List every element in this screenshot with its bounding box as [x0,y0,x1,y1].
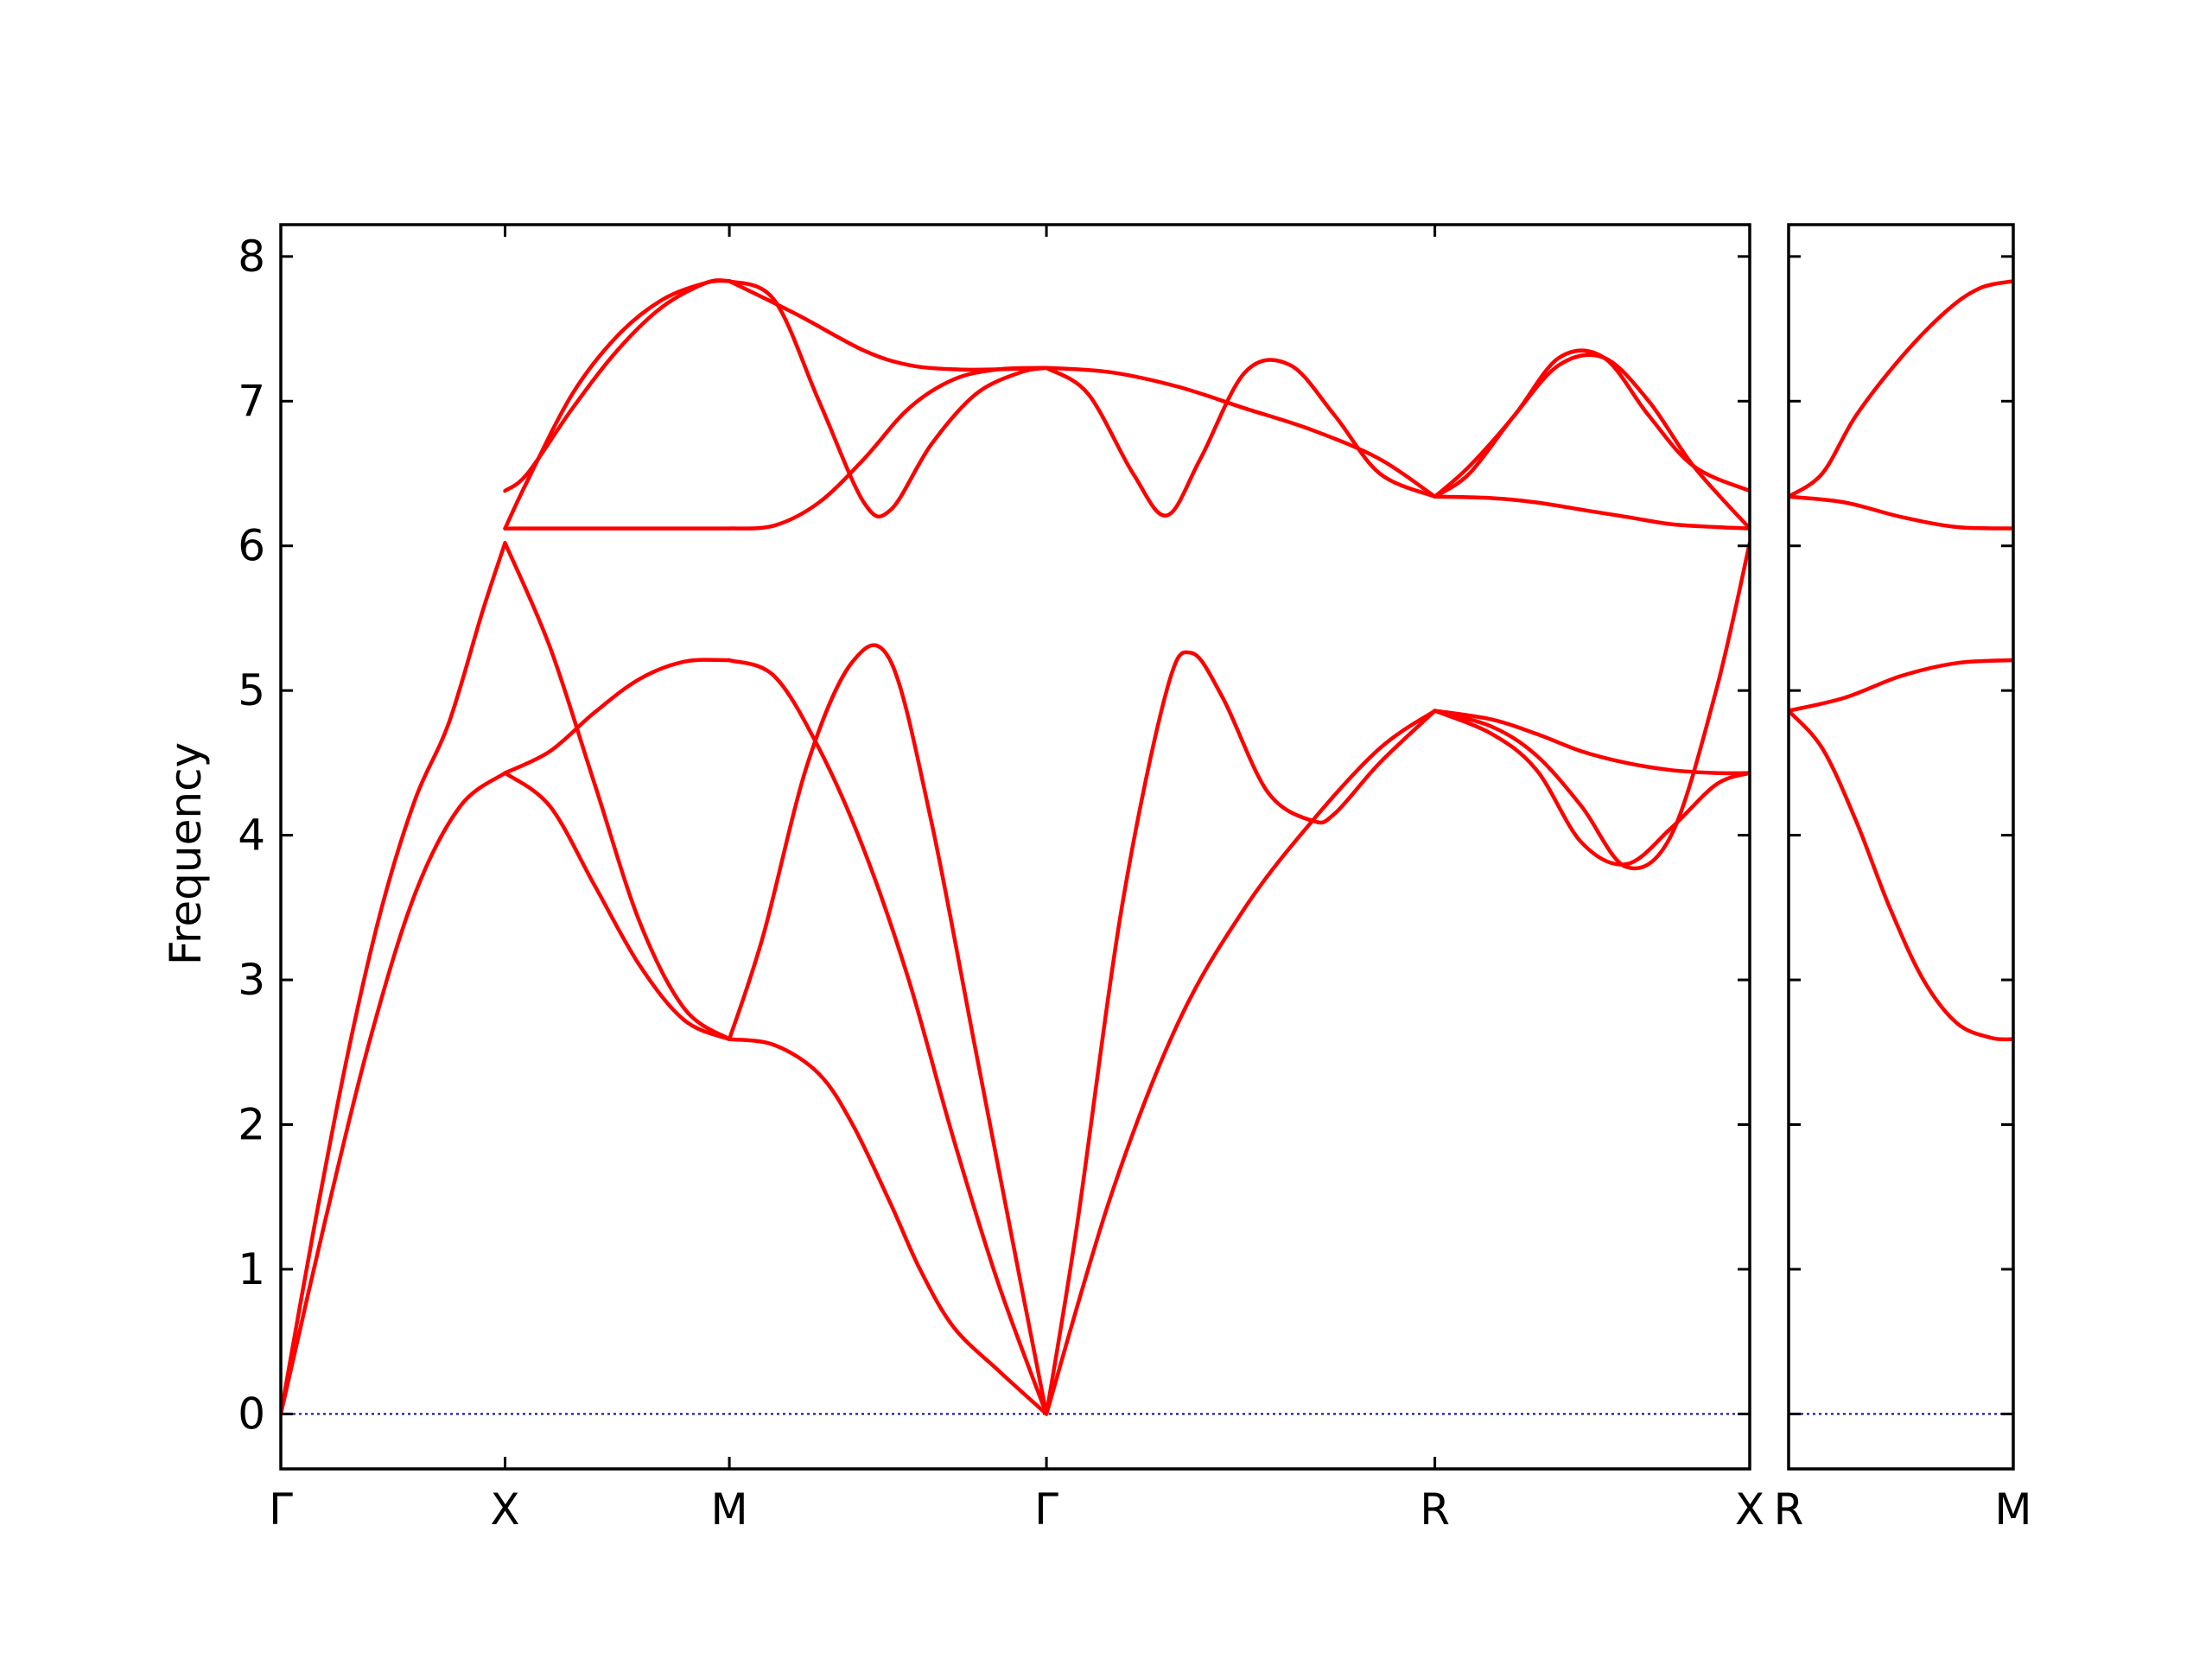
x-tick-label: Γ [1034,1484,1058,1535]
band-right-1 [1789,279,2013,499]
band-main-20 [1433,541,1750,871]
x-tick-label: X [490,1484,519,1535]
band-main-8 [503,278,732,493]
y-tick-label: 4 [238,810,265,861]
band-main-7 [503,278,732,531]
band-main-2 [281,771,507,1416]
x-tick-label: Γ [269,1484,293,1535]
right-frame [1787,223,2015,1471]
y-tick-label: 8 [238,232,265,282]
band-main-22 [1433,494,1750,531]
band-right-4 [1789,709,2013,1042]
band-main-16 [1044,709,1437,1416]
main-frame [279,223,1751,1471]
band-main-1 [281,541,507,1416]
band-main-12 [727,365,1049,531]
band-main-5 [503,658,732,775]
band-main-17 [1044,358,1437,518]
band-main-21 [1433,709,1750,776]
band-right-3 [1789,658,2013,713]
x-tick-label: X [1735,1484,1764,1535]
band-main-19 [1433,709,1750,867]
band-main-13 [727,279,1049,372]
x-tick-label: R [1774,1484,1804,1535]
y-axis-label: Frequency [161,742,211,965]
main-panel: 0 1 2 3 4 5 6 7 8 Γ X M Γ R X [238,223,1764,1535]
band-main-18 [1044,365,1437,499]
y-tick-label: 1 [238,1244,265,1294]
y-tick-label: 6 [238,521,265,571]
band-main-4 [503,771,732,1041]
band-main-3 [503,541,732,1041]
y-tick-label: 2 [238,1099,265,1149]
y-tick-label: 0 [238,1389,265,1439]
y-tick-label: 7 [238,376,265,426]
band-main-24 [1433,353,1750,531]
y-tick-label: 5 [238,665,265,715]
band-main-14 [727,279,1049,518]
band-main-15 [1044,650,1437,1416]
band-main-11 [727,658,1049,1416]
band-main-9 [727,1037,1049,1416]
y-tick-label: 3 [238,955,265,1005]
x-tick-label: R [1420,1484,1450,1535]
band-right-2 [1789,494,2013,531]
band-main-10 [727,643,1049,1416]
x-tick-label: M [1994,1484,2031,1535]
x-tick-label: M [711,1484,748,1535]
